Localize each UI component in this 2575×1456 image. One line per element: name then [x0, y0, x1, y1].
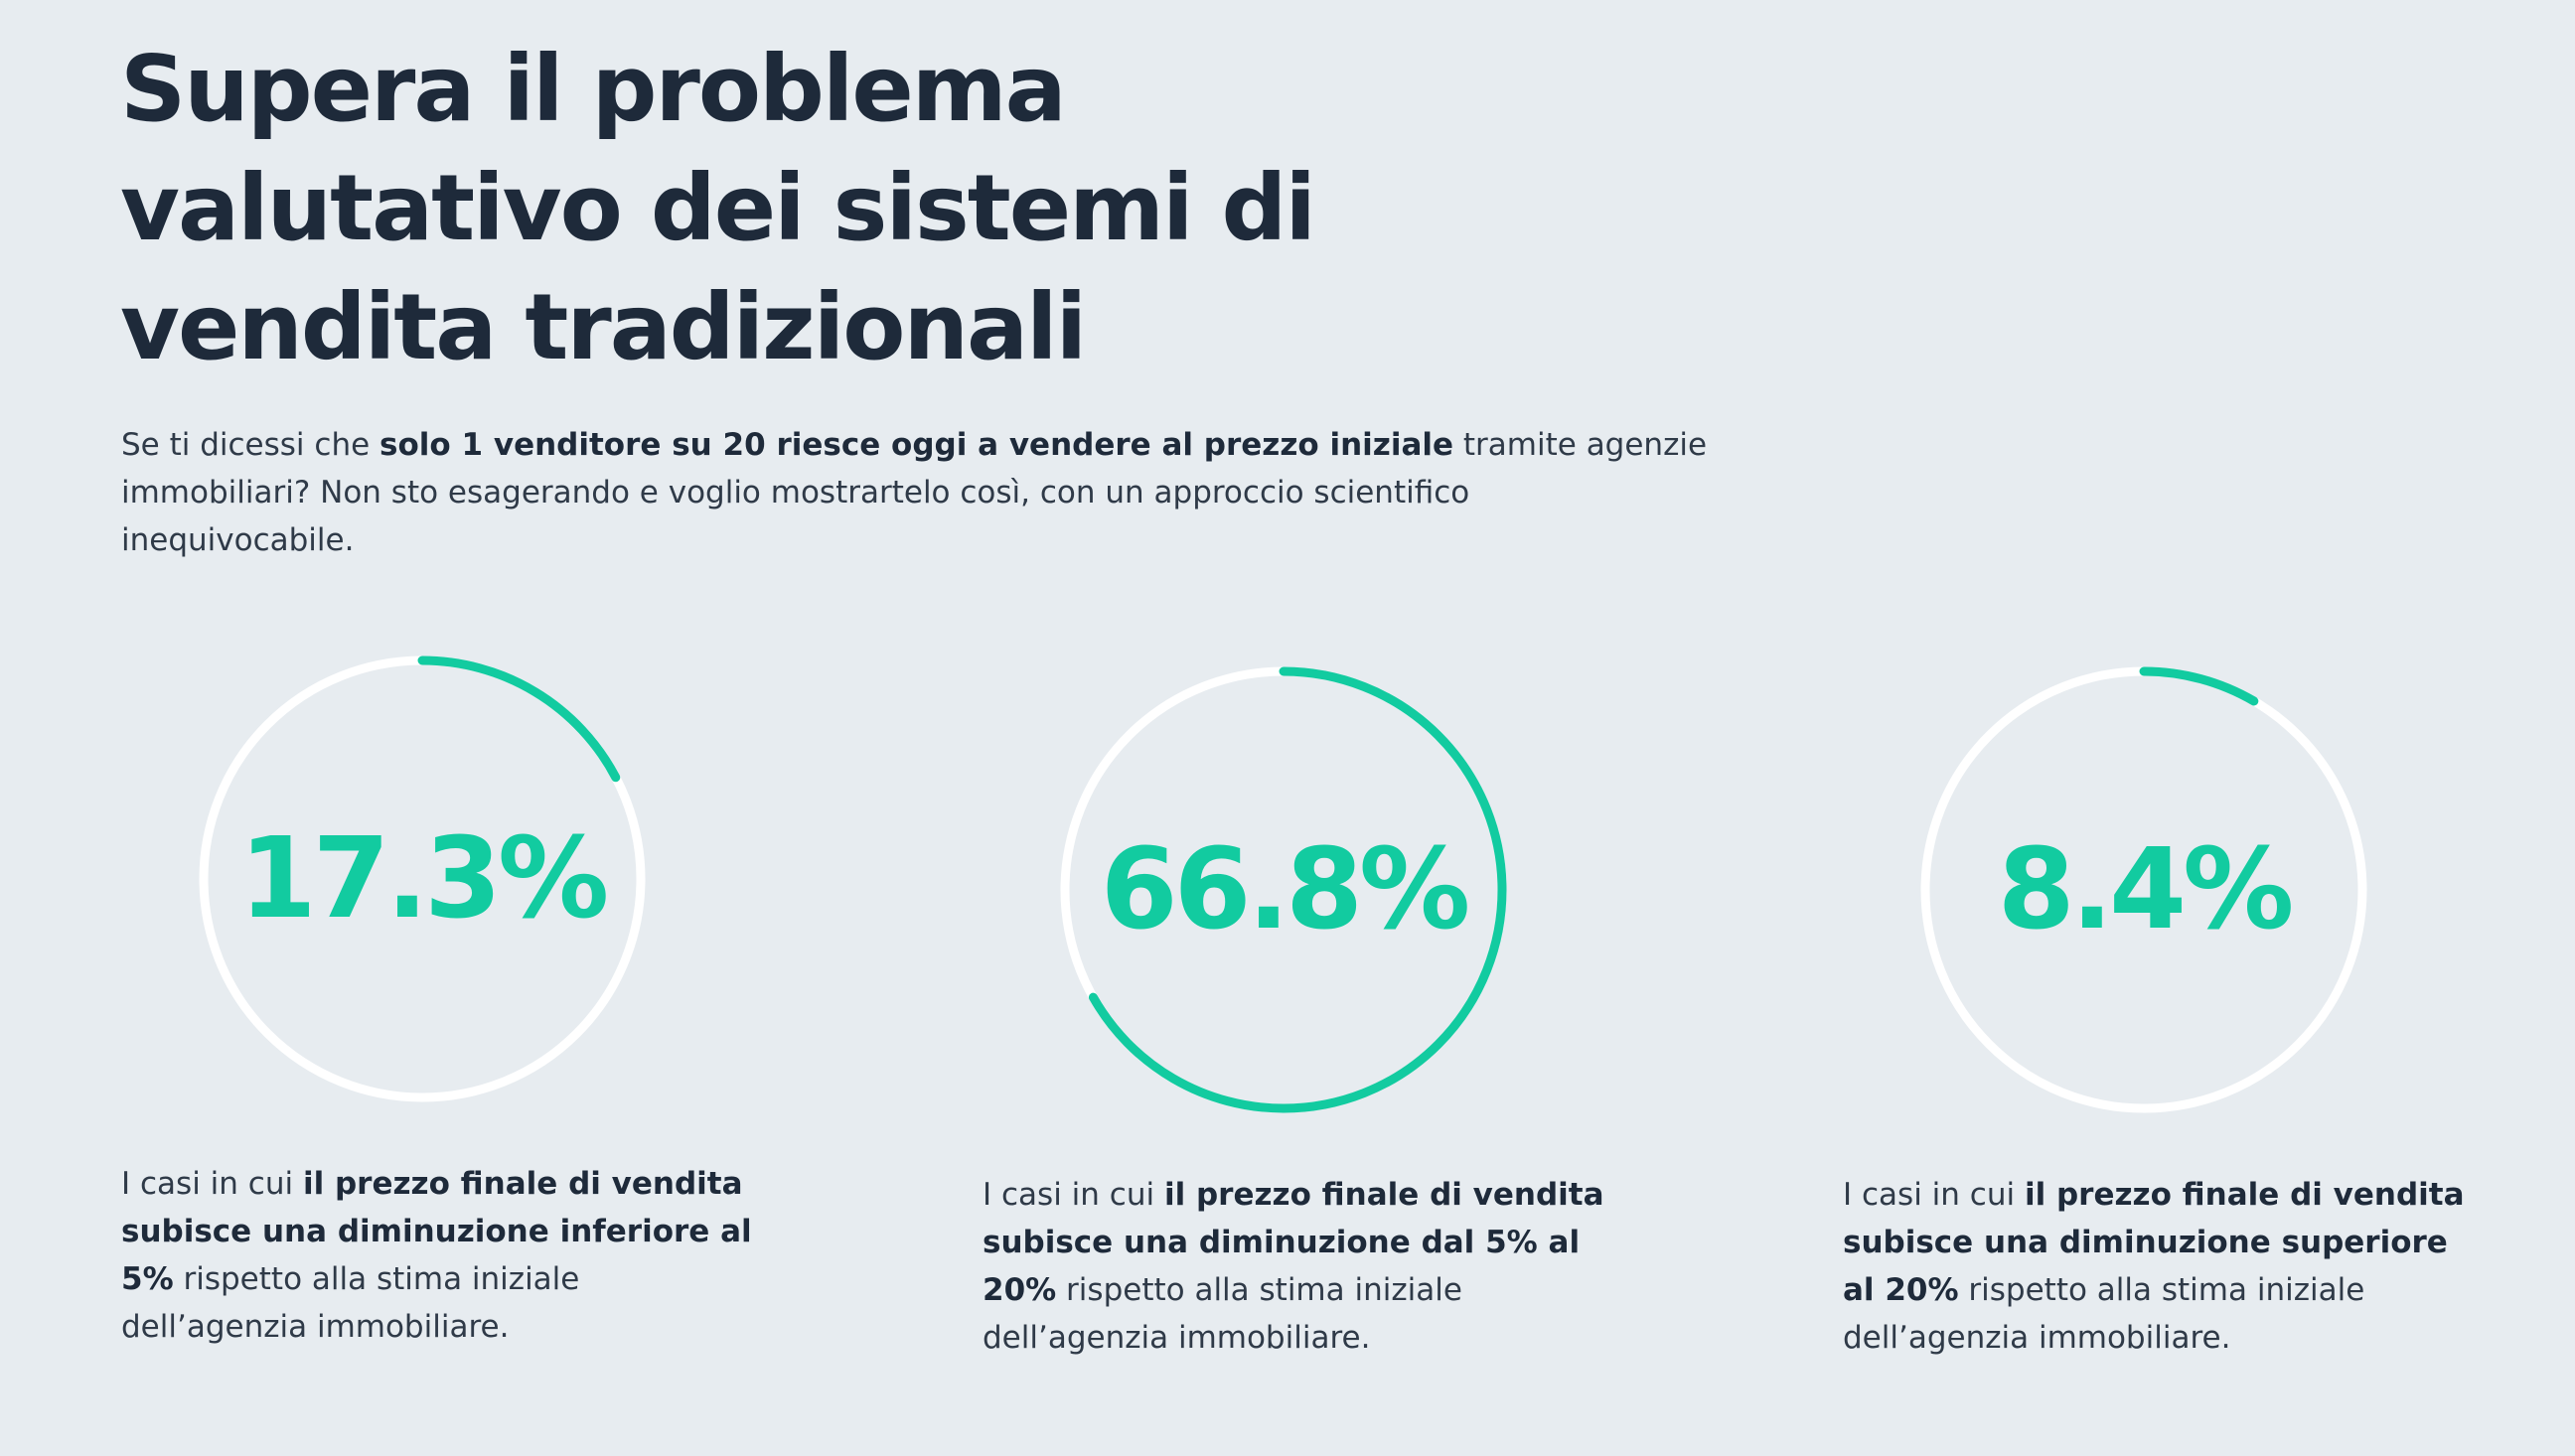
- caption-highlight: il prezzo finale di vendita: [2024, 1177, 2465, 1213]
- caption-highlight: 20%: [983, 1272, 1057, 1308]
- stat-percentage: 66.8%: [1100, 825, 1471, 954]
- caption-highlight: il prezzo finale di vendita: [1163, 1177, 1604, 1213]
- caption-highlight: subisce una diminuzione inferiore al: [121, 1214, 752, 1249]
- stat-caption-3: I casi in cui il prezzo finale di vendit…: [1843, 1171, 2465, 1362]
- caption-line: 20% rispetto alla stima iniziale: [983, 1266, 1598, 1314]
- caption-highlight: al 20%: [1843, 1272, 1959, 1308]
- progress-ring-svg: [1920, 666, 2367, 1113]
- caption-highlight: subisce una diminuzione dal 5% al: [983, 1225, 1581, 1260]
- intro-line: immobiliari? Non sto esagerando e voglio…: [121, 475, 1470, 510]
- caption-line: al 20% rispetto alla stima iniziale: [1843, 1266, 2459, 1314]
- intro-line: inequivocabile.: [121, 522, 355, 558]
- caption-line: I casi in cui il prezzo finale di vendit…: [121, 1160, 743, 1208]
- caption-line: subisce una diminuzione dal 5% al: [983, 1219, 1598, 1266]
- stat-caption-2: I casi in cui il prezzo finale di vendit…: [983, 1171, 1604, 1362]
- page-title-line: valutativo dei sistemi di: [120, 155, 1316, 261]
- caption-highlight: 5%: [121, 1261, 174, 1297]
- stat-percentage: 8.4%: [1997, 825, 2295, 954]
- stat-percentage: 17.3%: [238, 814, 610, 944]
- caption-line: dell’agenzia immobiliare.: [121, 1309, 510, 1345]
- stat-ring-3: 8.4%: [1915, 661, 2372, 1118]
- stat-caption-1: I casi in cui il prezzo finale di vendit…: [121, 1160, 752, 1351]
- caption-line: 5% rispetto alla stima iniziale: [121, 1255, 737, 1303]
- caption-line: I casi in cui il prezzo finale di vendit…: [983, 1171, 1604, 1219]
- progress-ring-svg: [199, 655, 646, 1102]
- caption-text: I casi in cui: [1843, 1177, 2025, 1213]
- ring-progress: [1920, 666, 2367, 1113]
- caption-highlight: subisce una diminuzione superiore: [1843, 1225, 2448, 1260]
- progress-ring-svg: [1060, 666, 1507, 1113]
- caption-text: I casi in cui: [983, 1177, 1164, 1213]
- caption-text: I casi in cui: [121, 1166, 303, 1202]
- intro-highlight: solo 1 venditore su 20 riesce oggi a ven…: [379, 427, 1454, 463]
- caption-line: subisce una diminuzione superiore: [1843, 1219, 2459, 1266]
- intro-text: tramite agenzie: [1453, 427, 1708, 463]
- page-title-line: Supera il problema: [120, 36, 1067, 142]
- caption-text: rispetto alla stima iniziale: [173, 1261, 580, 1297]
- caption-highlight: il prezzo finale di vendita: [302, 1166, 743, 1202]
- page-title: Supera il problema valutativo dei sistem…: [120, 30, 1511, 387]
- ring-progress: [199, 655, 646, 1102]
- caption-line: dell’agenzia immobiliare.: [1843, 1320, 2231, 1356]
- caption-line: I casi in cui il prezzo finale di vendit…: [1843, 1171, 2465, 1219]
- caption-text: rispetto alla stima iniziale: [1958, 1272, 2365, 1308]
- page-title-line: vendita tradizionali: [120, 274, 1087, 380]
- ring-progress: [1060, 666, 1507, 1113]
- caption-text: rispetto alla stima iniziale: [1056, 1272, 1462, 1308]
- stat-ring-1: 17.3%: [194, 651, 651, 1107]
- stat-ring-2: 66.8%: [1055, 661, 1512, 1118]
- caption-line: dell’agenzia immobiliare.: [983, 1320, 1371, 1356]
- intro-paragraph: Se ti dicessi che solo 1 venditore su 20…: [121, 421, 1810, 564]
- intro-text: Se ti dicessi che: [121, 427, 380, 463]
- intro-line: Se ti dicessi che solo 1 venditore su 20…: [121, 421, 1810, 469]
- caption-line: subisce una diminuzione inferiore al: [121, 1208, 752, 1255]
